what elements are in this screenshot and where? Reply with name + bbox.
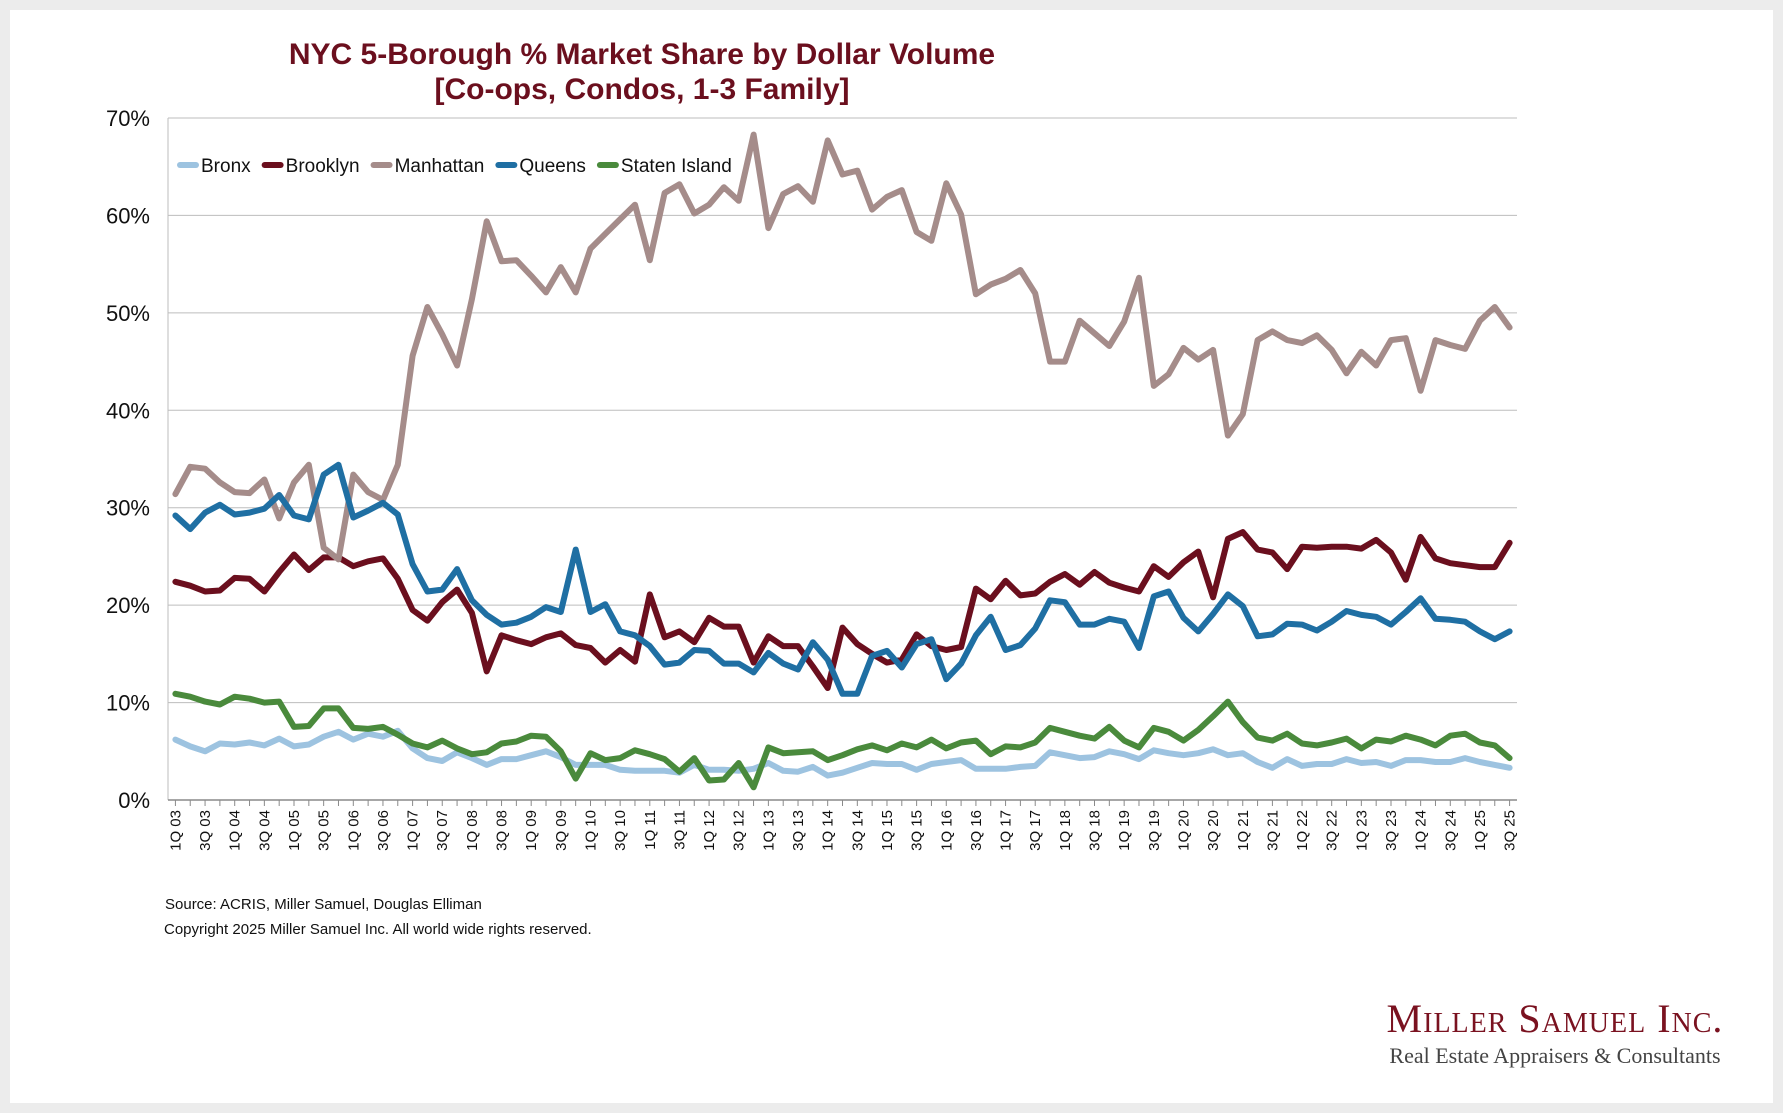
chart-subtitle: [Co-ops, Condos, 1-3 Family] (434, 73, 849, 106)
x-tick-label: 3Q 13 (790, 810, 807, 851)
x-tick-label: 1Q 11 (642, 810, 659, 850)
chart-title: NYC 5-Borough % Market Share by Dollar V… (289, 38, 995, 71)
x-tick-label: 3Q 15 (909, 810, 926, 851)
x-tick-label: 3Q 17 (1027, 810, 1044, 851)
y-tick-label: 10% (106, 691, 150, 716)
logo-tagline: Real Estate Appraisers & Consultants (1389, 1043, 1721, 1068)
x-tick-label: 1Q 10 (582, 810, 599, 851)
x-tick-label: 1Q 12 (701, 810, 718, 851)
x-tick-label: 1Q 03 (167, 810, 184, 851)
y-tick-label: 70% (106, 106, 150, 131)
chart-frame: NYC 5-Borough % Market Share by Dollar V… (10, 10, 1773, 1103)
x-tick-label: 1Q 23 (1353, 810, 1370, 851)
x-tick-label: 1Q 19 (1116, 810, 1133, 851)
legend-label-staten-island: Staten Island (621, 156, 732, 177)
legend-label-queens: Queens (519, 156, 586, 177)
x-tick-label: 3Q 21 (1264, 810, 1281, 851)
x-tick-label: 3Q 18 (1087, 810, 1104, 851)
x-tick-label: 3Q 11 (671, 810, 688, 850)
series-line-manhattan (172, 131, 1513, 563)
y-tick-label: 50% (106, 301, 150, 326)
source-note: Source: ACRIS, Miller Samuel, Douglas El… (165, 896, 482, 913)
x-tick-label: 1Q 20 (1175, 810, 1192, 851)
x-tick-label: 3Q 19 (1146, 810, 1163, 851)
x-tick-label: 3Q 24 (1442, 810, 1459, 851)
x-tick-label: 1Q 21 (1235, 810, 1252, 851)
x-tick-label: 1Q 22 (1294, 810, 1311, 851)
x-tick-label: 1Q 04 (227, 810, 244, 851)
series-line-staten-island (172, 690, 1513, 791)
x-tick-label: 1Q 24 (1413, 810, 1430, 851)
x-tick-label: 3Q 06 (375, 810, 392, 851)
x-tick-label: 1Q 09 (523, 810, 540, 851)
x-tick-label: 1Q 15 (879, 810, 896, 851)
x-tick-label: 1Q 13 (760, 810, 777, 851)
series-line-queens (172, 461, 1513, 697)
x-tick-label: 3Q 12 (731, 810, 748, 851)
series-line-brooklyn (172, 529, 1513, 691)
x-tick-label: 3Q 08 (494, 810, 511, 851)
x-tick-label: 1Q 06 (345, 810, 362, 851)
x-tick-label: 3Q 04 (256, 810, 273, 851)
legend: Bronx Brooklyn Manhattan Queens Staten Islan… (177, 156, 732, 177)
y-tick-label: 20% (106, 593, 150, 618)
x-tick-label: 3Q 25 (1502, 810, 1519, 851)
x-tick-label: 1Q 14 (820, 810, 837, 851)
y-tick-label: 0% (118, 788, 150, 813)
x-tick-label: 1Q 16 (938, 810, 955, 851)
x-tick-label: 3Q 14 (849, 810, 866, 851)
copyright-note: Copyright 2025 Miller Samuel Inc. All wo… (164, 921, 592, 938)
y-tick-label: 40% (106, 398, 150, 423)
x-tick-label: 3Q 03 (197, 810, 214, 851)
x-tick-label: 1Q 18 (1057, 810, 1074, 851)
x-tick-label: 1Q 17 (998, 810, 1015, 851)
x-tick-label: 1Q 08 (464, 810, 481, 851)
x-tick-label: 3Q 22 (1324, 810, 1341, 851)
x-tick-label: 1Q 07 (405, 810, 422, 851)
gridlines (167, 117, 1517, 801)
x-tick-label: 3Q 07 (434, 810, 451, 851)
legend-label-manhattan: Manhattan (395, 156, 485, 177)
x-tick-label: 1Q 25 (1472, 810, 1489, 851)
y-tick-label: 60% (106, 203, 150, 228)
y-axis-ticks: 0% 10% 20% 30% 40% 50% 60% 70% (106, 106, 150, 813)
series-line-bronx (172, 727, 1513, 779)
y-tick-label: 30% (106, 496, 150, 521)
x-tick-label: 3Q 05 (316, 810, 333, 851)
x-tick-label: 3Q 10 (612, 810, 629, 851)
x-tick-label: 3Q 23 (1383, 810, 1400, 851)
chart-plot: NYC 5-Borough % Market Share by Dollar V… (106, 38, 1519, 851)
legend-label-brooklyn: Brooklyn (286, 156, 360, 177)
series-lines (172, 131, 1513, 791)
logo-wordmark: Miller Samuel Inc. (1386, 996, 1724, 1041)
x-tick-label: 3Q 20 (1205, 810, 1222, 851)
x-axis-ticks: 1Q 03 3Q 03 1Q 04 3Q 04 1Q 05 3Q 05 1Q 06 3Q 06… (167, 800, 1519, 851)
legend-label-bronx: Bronx (201, 156, 251, 177)
x-tick-label: 3Q 09 (553, 810, 570, 851)
x-tick-label: 1Q 05 (286, 810, 303, 851)
x-tick-label: 3Q 16 (968, 810, 985, 851)
